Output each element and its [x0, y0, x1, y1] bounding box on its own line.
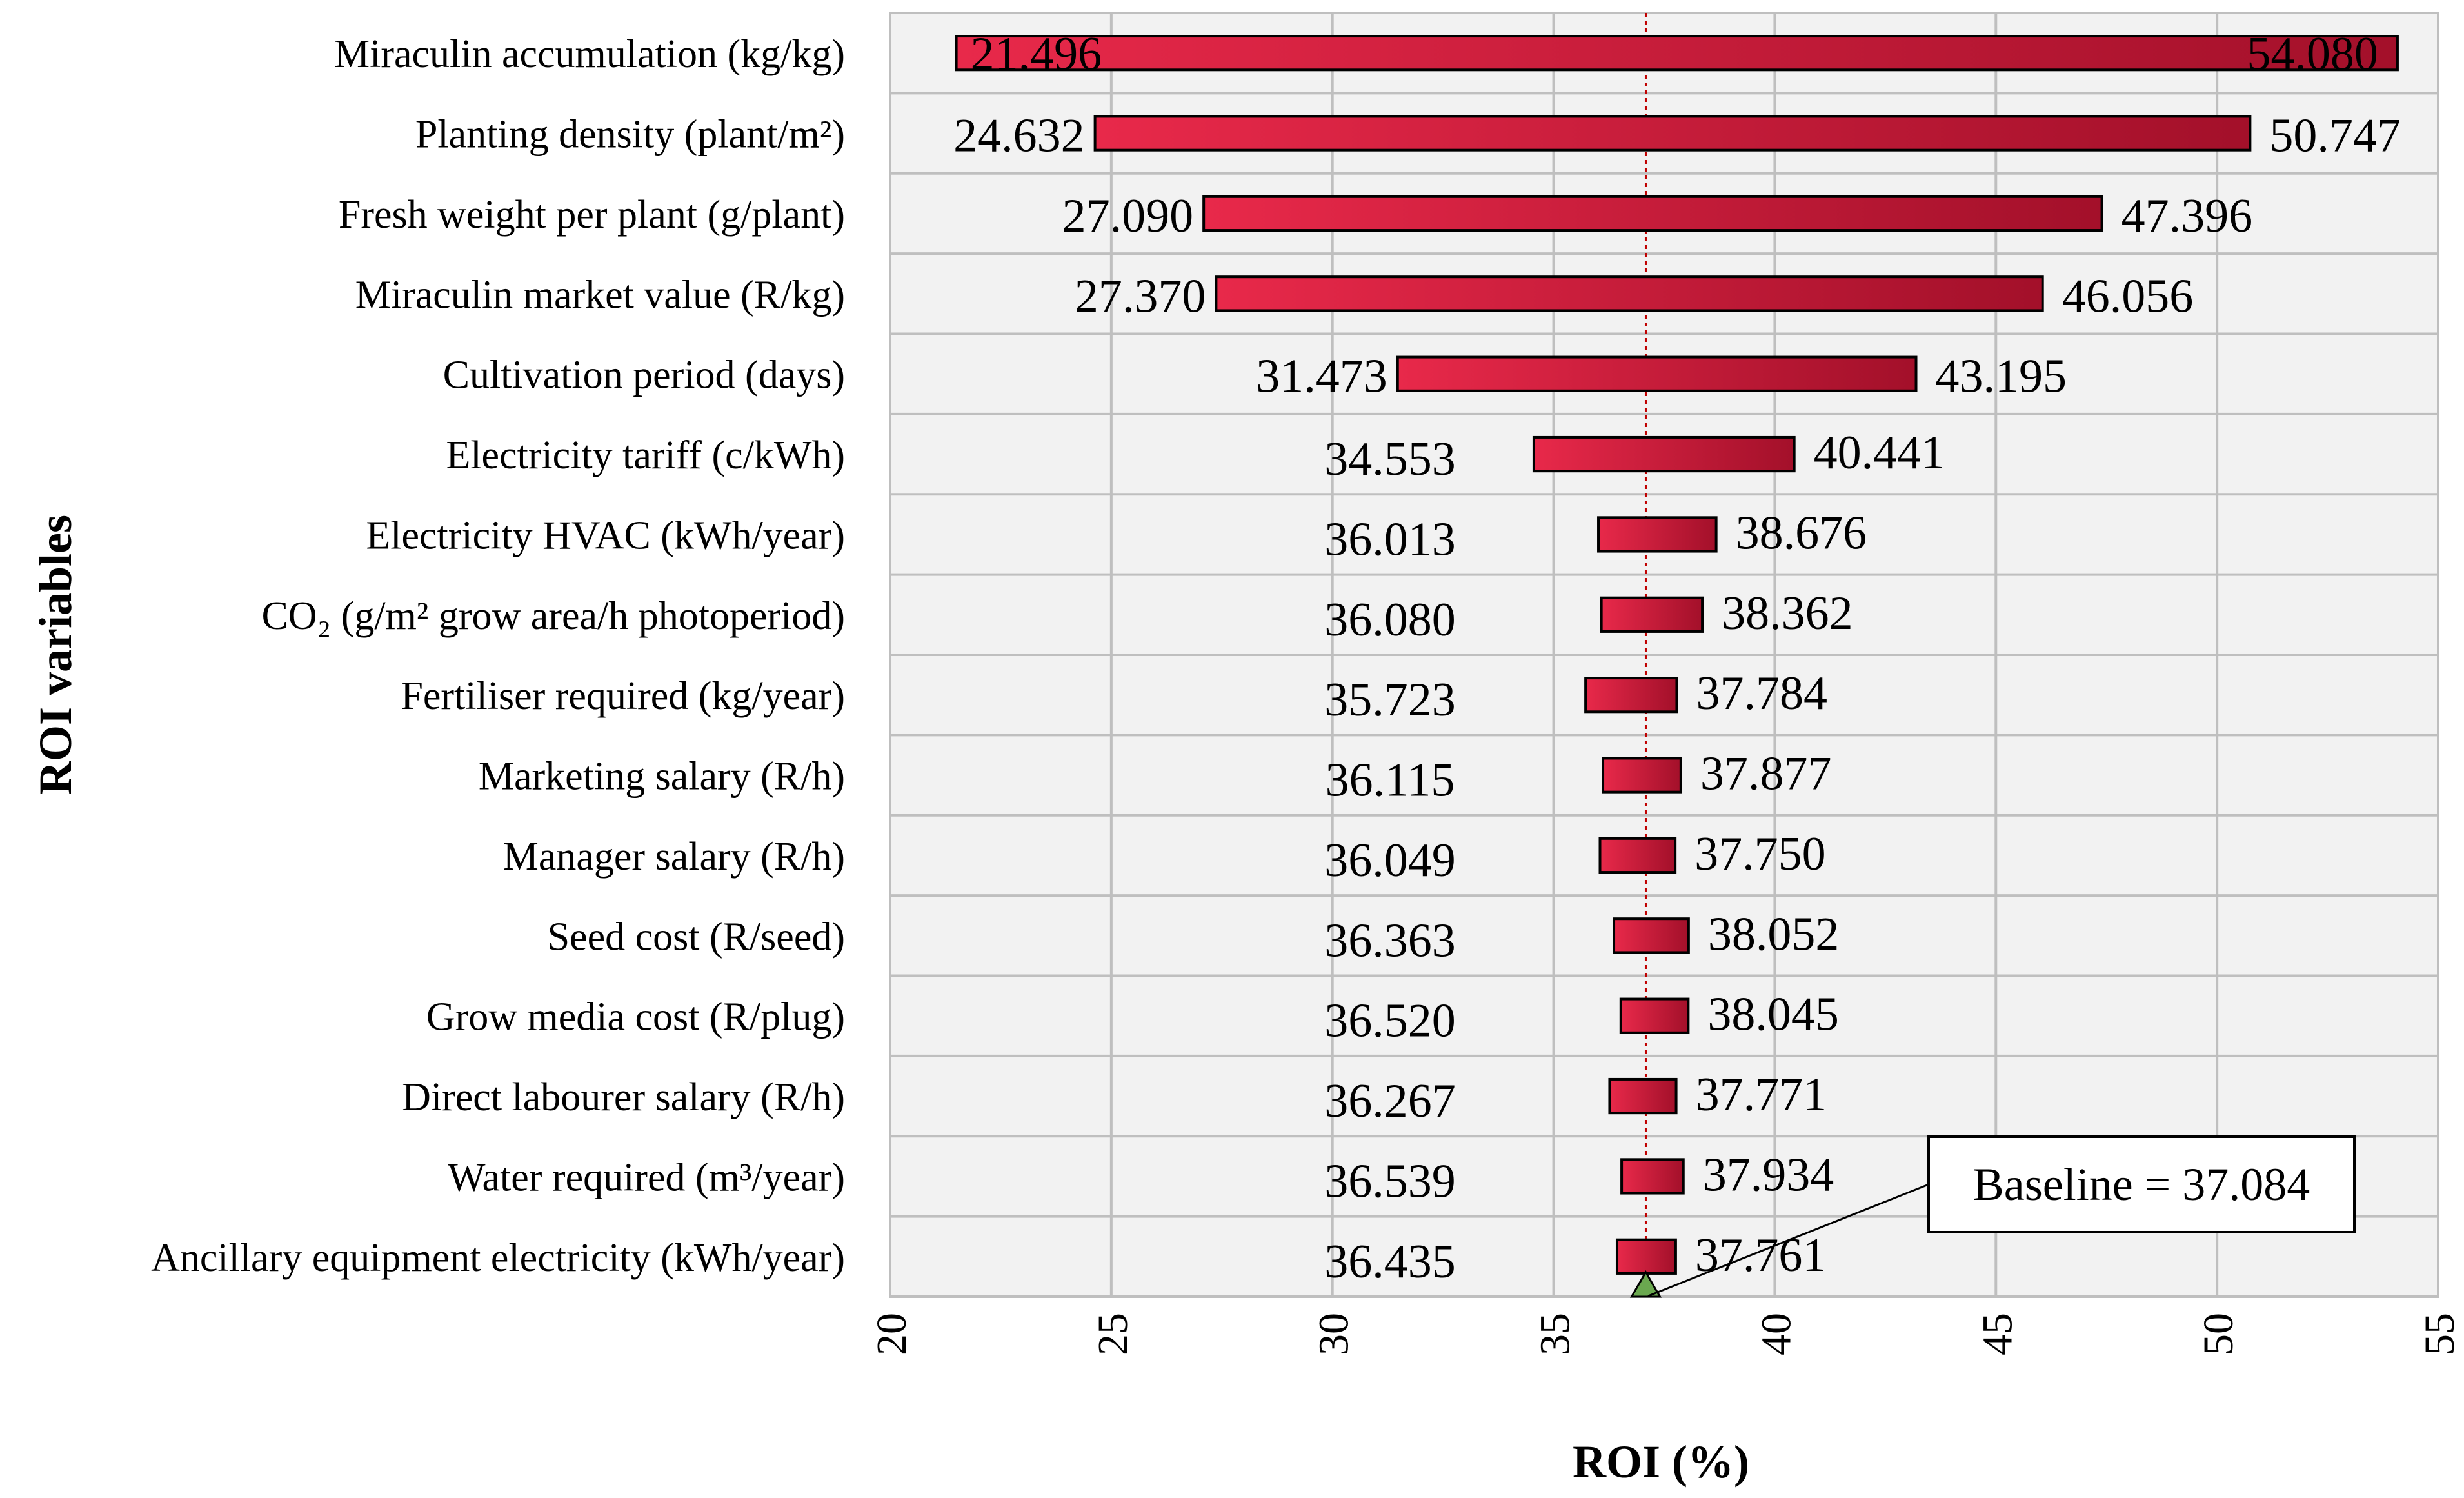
high-value-label: 37.784	[1696, 667, 1827, 720]
baseline-callout: Baseline = 37.084	[1647, 1135, 2356, 1297]
low-value-label: 36.049	[1324, 834, 1456, 887]
category-label: Water required (m³/year)	[448, 1155, 845, 1199]
tornado-bar	[955, 35, 2399, 72]
high-value-label: 43.195	[1936, 350, 2067, 403]
high-value-label: 47.396	[2121, 190, 2253, 243]
baseline-leader-line	[1647, 1183, 1929, 1297]
tornado-bar	[1598, 837, 1677, 874]
low-value-label: 36.520	[1324, 995, 1456, 1048]
tornado-bar	[1619, 997, 1690, 1034]
tornado-bar	[1396, 355, 1918, 392]
category-label: Fresh weight per plant (g/plant)	[339, 193, 845, 237]
category-label: Fertiliser required (kg/year)	[401, 674, 845, 718]
high-value-label: 37.877	[1700, 748, 1832, 801]
category-label: Direct labourer salary (R/h)	[402, 1075, 845, 1119]
tornado-bar	[1215, 275, 2044, 312]
category-label: Electricity HVAC (kWh/year)	[366, 514, 845, 557]
high-value-label: 38.052	[1708, 908, 1840, 961]
tornado-bar	[1093, 115, 2252, 152]
low-value-label: 31.473	[1256, 350, 1387, 403]
tornado-bar	[1615, 1238, 1677, 1275]
category-label: Miraculin market value (R/kg)	[355, 273, 845, 317]
low-value-label: 36.435	[1324, 1235, 1456, 1288]
low-value-label: 36.115	[1326, 754, 1455, 807]
y-axis-title: ROI variables	[30, 515, 81, 795]
low-value-label: 21.496	[971, 28, 1102, 81]
high-value-label: 46.056	[2062, 270, 2194, 323]
category-label: Cultivation period (days)	[443, 354, 845, 397]
category-label: Ancillary equipment electricity (kWh/yea…	[151, 1236, 845, 1280]
baseline-label-box	[1927, 1135, 2356, 1233]
x-axis-title: ROI (%)	[1573, 1436, 1749, 1488]
low-value-label: 34.553	[1324, 433, 1456, 486]
x-tick-label: 50	[2195, 1313, 2242, 1355]
category-label: Seed cost (R/seed)	[548, 915, 845, 959]
x-tick-label: 35	[1532, 1313, 1579, 1355]
tornado-bar	[1202, 195, 2103, 232]
tornado-bar	[1600, 596, 1704, 633]
high-value-label: 38.676	[1736, 506, 1867, 559]
x-tick-label: 25	[1089, 1313, 1137, 1355]
low-value-label: 36.080	[1324, 594, 1456, 646]
tornado-bar	[1602, 757, 1682, 794]
category-label: Electricity tariff (c/kWh)	[446, 434, 845, 477]
high-value-label: 37.750	[1694, 828, 1826, 881]
high-value-label: 38.045	[1707, 988, 1839, 1041]
plot-border	[889, 12, 2439, 1298]
x-tick-label: 30	[1311, 1313, 1358, 1355]
tornado-bar	[1597, 516, 1718, 553]
high-value-label: 37.761	[1695, 1229, 1827, 1282]
high-value-label: 40.441	[1814, 426, 1945, 479]
high-value-label: 37.771	[1696, 1068, 1827, 1121]
low-value-label: 35.723	[1324, 674, 1456, 726]
low-value-label: 36.013	[1324, 513, 1456, 566]
high-value-label: 38.362	[1722, 587, 1853, 640]
category-label: Grow media cost (R/plug)	[426, 995, 845, 1039]
x-tick-label: 40	[1753, 1313, 1800, 1355]
tornado-bar	[1620, 1158, 1685, 1195]
tornado-bar	[1613, 917, 1690, 954]
low-value-label: 27.370	[1075, 270, 1206, 323]
tornado-bar	[1532, 435, 1796, 473]
low-value-label: 36.267	[1324, 1075, 1456, 1128]
high-value-label: 37.934	[1703, 1148, 1834, 1201]
baseline-marker	[1629, 1270, 1662, 1298]
x-tick-label: 55	[2416, 1313, 2463, 1355]
tornado-bar	[1584, 677, 1678, 714]
x-tick-label: 45	[1974, 1313, 2021, 1355]
high-value-label: 54.080	[2247, 28, 2378, 81]
category-label: Miraculin accumulation (kg/kg)	[334, 32, 845, 76]
low-value-label: 27.090	[1062, 190, 1194, 243]
category-label: Manager salary (R/h)	[503, 835, 845, 879]
category-label: CO₂ (g/m² grow area/h photoperiod)	[261, 594, 845, 638]
category-label: Planting density (plant/m²)	[415, 113, 845, 157]
category-label: Marketing salary (R/h)	[479, 755, 845, 799]
high-value-label: 50.747	[2269, 110, 2401, 163]
low-value-label: 36.363	[1324, 914, 1456, 967]
baseline-label: Baseline = 37.084	[1973, 1159, 2310, 1210]
low-value-label: 24.632	[953, 110, 1085, 163]
x-tick-label: 20	[868, 1313, 915, 1355]
tornado-bar	[1608, 1077, 1678, 1115]
low-value-label: 36.539	[1324, 1155, 1456, 1208]
